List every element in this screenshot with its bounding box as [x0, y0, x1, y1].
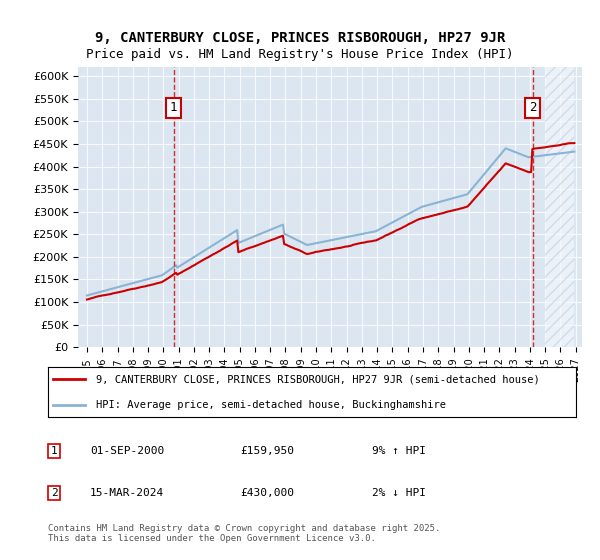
Text: 2: 2: [50, 488, 58, 498]
Text: £430,000: £430,000: [240, 488, 294, 498]
Text: 2: 2: [529, 101, 537, 114]
Text: 9, CANTERBURY CLOSE, PRINCES RISBOROUGH, HP27 9JR: 9, CANTERBURY CLOSE, PRINCES RISBOROUGH,…: [95, 31, 505, 45]
Text: 01-SEP-2000: 01-SEP-2000: [90, 446, 164, 456]
Text: 2% ↓ HPI: 2% ↓ HPI: [372, 488, 426, 498]
Text: 9% ↑ HPI: 9% ↑ HPI: [372, 446, 426, 456]
Text: 1: 1: [170, 101, 177, 114]
Text: 1: 1: [50, 446, 58, 456]
Text: 9, CANTERBURY CLOSE, PRINCES RISBOROUGH, HP27 9JR (semi-detached house): 9, CANTERBURY CLOSE, PRINCES RISBOROUGH,…: [95, 375, 539, 384]
Text: HPI: Average price, semi-detached house, Buckinghamshire: HPI: Average price, semi-detached house,…: [95, 400, 446, 409]
Text: 15-MAR-2024: 15-MAR-2024: [90, 488, 164, 498]
Text: Contains HM Land Registry data © Crown copyright and database right 2025.
This d: Contains HM Land Registry data © Crown c…: [48, 524, 440, 543]
Text: £159,950: £159,950: [240, 446, 294, 456]
Text: Price paid vs. HM Land Registry's House Price Index (HPI): Price paid vs. HM Land Registry's House …: [86, 48, 514, 60]
